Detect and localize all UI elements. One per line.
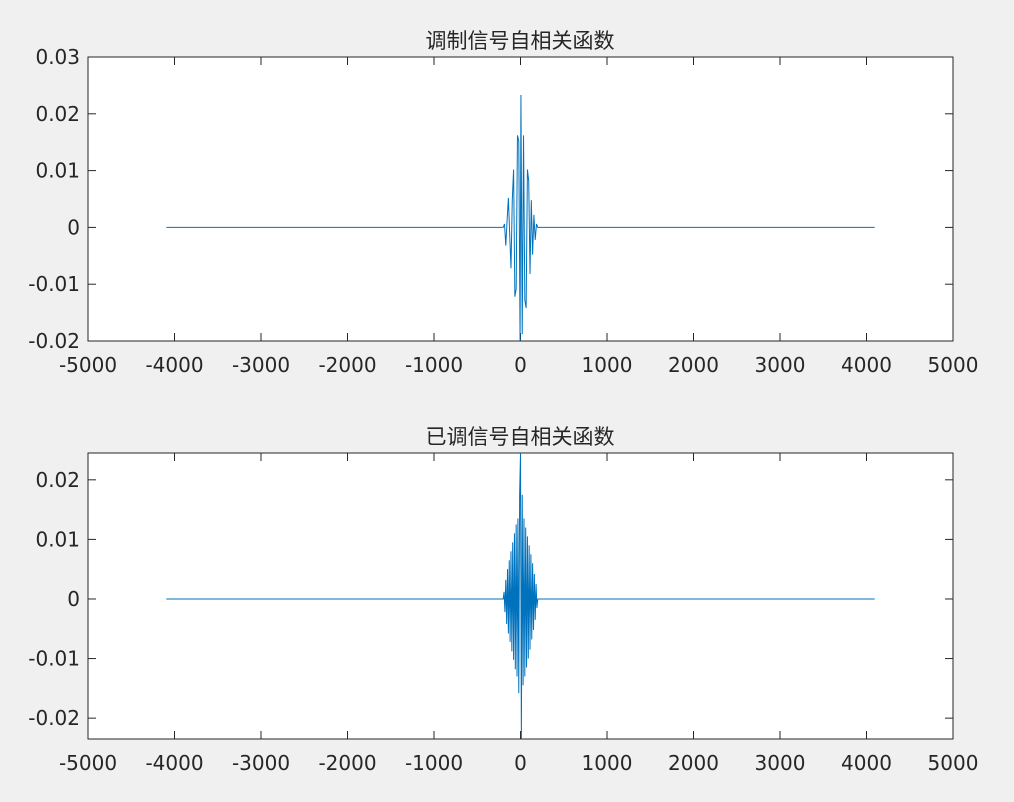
series-line-top (166, 95, 875, 342)
x-tick-label: 1000 (582, 751, 633, 775)
x-tick-label: -2000 (318, 353, 376, 377)
y-tick-label: 0.02 (35, 468, 80, 492)
x-tick-label: 4000 (841, 353, 892, 377)
x-tick-label: 2000 (668, 353, 719, 377)
y-tick-label: 0.02 (35, 102, 80, 126)
x-tick-label: -4000 (145, 353, 203, 377)
x-tick-label: 4000 (841, 751, 892, 775)
chart-title-bottom: 已调信号自相关函数 (426, 425, 615, 449)
x-tick-label: -2000 (318, 751, 376, 775)
y-ticks-top: -0.02 -0.01 0 0.01 0.02 0.03 (28, 45, 953, 353)
y-tick-label: -0.02 (28, 706, 80, 730)
x-tick-label: -1000 (405, 353, 463, 377)
x-tick-label: 5000 (928, 751, 979, 775)
subplot-bottom: 已调信号自相关函数 -5000 -4000 -3000 -2000 -1000 0 1000… (28, 425, 978, 775)
x-tick-label: -3000 (232, 751, 290, 775)
x-ticks-bottom: -5000 -4000 -3000 -2000 -1000 0 1000 2000 3000 40… (59, 453, 979, 775)
x-tick-label: -5000 (59, 353, 117, 377)
x-tick-label: -1000 (405, 751, 463, 775)
y-tick-label: 0.01 (35, 159, 80, 183)
y-tick-label: 0.03 (35, 45, 80, 69)
x-tick-label: 3000 (755, 751, 806, 775)
x-ticks-top: -5000 -4000 -3000 -2000 -1000 0 1000 2000 3000 40… (59, 57, 979, 377)
y-tick-label: -0.01 (28, 272, 80, 296)
y-tick-label: 0.01 (35, 527, 80, 551)
x-tick-label: 0 (514, 353, 527, 377)
x-tick-label: 5000 (928, 353, 979, 377)
subplot-top: 调制信号自相关函数 -5000 -4000 -3000 -2000 -1000 0 1000… (28, 29, 978, 377)
x-tick-label: 1000 (582, 353, 633, 377)
y-tick-label: -0.01 (28, 647, 80, 671)
x-tick-label: -5000 (59, 751, 117, 775)
series-line-bottom (166, 452, 875, 740)
x-tick-label: -4000 (145, 751, 203, 775)
x-tick-label: 0 (514, 751, 527, 775)
x-tick-label: 3000 (755, 353, 806, 377)
y-tick-label: 0 (67, 587, 80, 611)
x-tick-label: -3000 (232, 353, 290, 377)
x-tick-label: 2000 (668, 751, 719, 775)
chart-title-top: 调制信号自相关函数 (426, 29, 615, 53)
y-tick-label: 0 (67, 215, 80, 239)
y-tick-label: -0.02 (28, 329, 80, 353)
y-ticks-bottom: -0.02 -0.01 0 0.01 0.02 (28, 468, 953, 730)
